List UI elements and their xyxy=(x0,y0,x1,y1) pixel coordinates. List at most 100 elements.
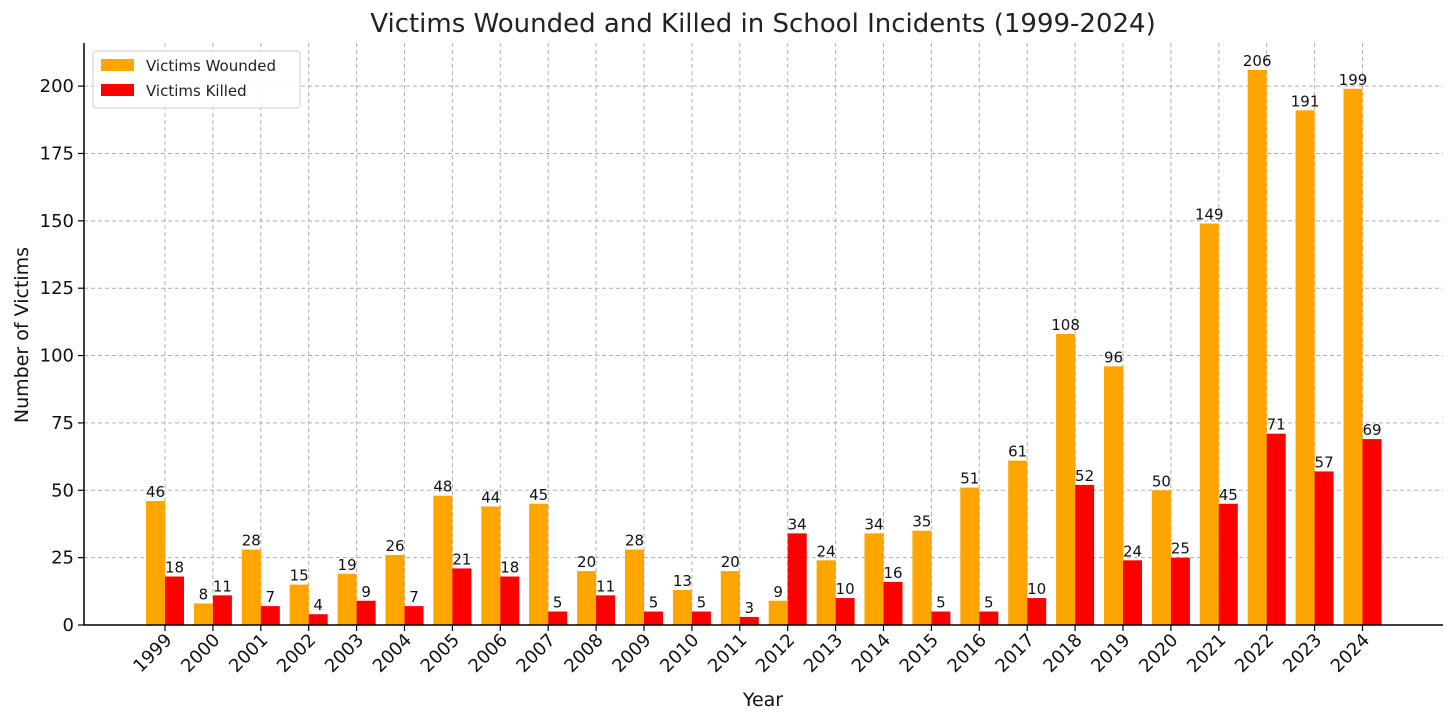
bar-killed xyxy=(260,606,280,625)
bar-wounded xyxy=(1343,88,1363,626)
bar-label-killed: 5 xyxy=(649,594,659,612)
bar-killed xyxy=(787,533,807,625)
bar-killed xyxy=(308,614,328,625)
bar-label-killed: 34 xyxy=(788,515,807,533)
bar-wounded xyxy=(960,487,980,625)
bar-label-wounded: 51 xyxy=(960,470,979,488)
bar-wounded xyxy=(864,533,884,625)
bar-killed xyxy=(644,611,663,625)
legend: Victims Wounded Victims Killed xyxy=(92,50,301,109)
bar-label-killed: 69 xyxy=(1362,421,1381,439)
bar-label-killed: 10 xyxy=(836,580,855,598)
x-tick-label: 2016 xyxy=(944,630,991,677)
bar-label-killed: 5 xyxy=(936,594,946,612)
bar-killed xyxy=(452,568,472,625)
bar-label-wounded: 48 xyxy=(433,478,452,496)
y-tick-label: 150 xyxy=(40,211,74,232)
bar-killed xyxy=(883,581,903,625)
y-tick-label: 0 xyxy=(63,615,74,636)
bar-label-wounded: 149 xyxy=(1195,206,1224,224)
bar-wounded xyxy=(1247,69,1267,625)
bar-killed xyxy=(1027,598,1047,625)
bar-label-wounded: 26 xyxy=(385,537,404,555)
bar-wounded xyxy=(241,549,261,625)
bar-label-wounded: 35 xyxy=(912,513,931,531)
bar-wounded xyxy=(1295,110,1315,626)
bar-killed xyxy=(1314,471,1334,625)
bar-killed xyxy=(979,611,999,625)
bar-label-wounded: 50 xyxy=(1152,472,1171,490)
x-tick-label: 2000 xyxy=(177,630,224,677)
bar-label-wounded: 28 xyxy=(242,532,261,550)
x-tick-label: 2008 xyxy=(560,630,607,677)
bar-wounded xyxy=(1056,334,1076,625)
x-tick-label: 2022 xyxy=(1231,630,1278,677)
bar-label-wounded: 19 xyxy=(338,556,357,574)
bar-wounded xyxy=(433,495,453,625)
bar-label-wounded: 20 xyxy=(721,553,740,571)
y-axis-label: Number of Victims xyxy=(11,247,33,423)
bar-killed xyxy=(931,611,951,625)
bar-label-killed: 7 xyxy=(266,588,276,606)
bar-label-killed: 71 xyxy=(1267,416,1286,434)
bar-label-wounded: 206 xyxy=(1243,52,1272,70)
bars xyxy=(146,69,1382,626)
bar-label-wounded: 9 xyxy=(773,583,783,601)
bar-killed xyxy=(1075,484,1095,625)
x-tick-label: 2011 xyxy=(704,630,751,677)
bar-label-wounded: 46 xyxy=(146,483,165,501)
x-tick-label: 2014 xyxy=(848,630,895,677)
bar-label-killed: 3 xyxy=(745,599,755,617)
bar-label-killed: 10 xyxy=(1027,580,1046,598)
legend-label: Victims Wounded xyxy=(146,57,276,75)
bar-wounded xyxy=(529,503,549,625)
x-tick-label: 2005 xyxy=(417,630,464,677)
chart-title: Victims Wounded and Killed in School Inc… xyxy=(370,9,1155,39)
legend-swatch xyxy=(101,84,134,96)
bar-label-wounded: 199 xyxy=(1339,71,1368,89)
bar-label-killed: 5 xyxy=(553,594,563,612)
bar-wounded xyxy=(1151,490,1171,625)
bar-label-wounded: 191 xyxy=(1291,92,1320,110)
x-tick-label: 2001 xyxy=(225,630,272,677)
bar-label-wounded: 20 xyxy=(577,553,596,571)
y-tick-label: 125 xyxy=(40,278,74,299)
x-tick-label: 1999 xyxy=(129,630,176,677)
x-tick-label: 2019 xyxy=(1087,630,1134,677)
x-tick-label: 2006 xyxy=(465,630,512,677)
bar-wounded xyxy=(577,571,597,625)
y-tick-label: 175 xyxy=(40,143,74,164)
bar-wounded xyxy=(816,560,836,625)
bar-wounded xyxy=(289,584,309,625)
x-tick-label: 2017 xyxy=(991,630,1038,677)
bar-wounded xyxy=(720,571,740,625)
bar-label-wounded: 96 xyxy=(1104,348,1123,366)
bar-wounded xyxy=(1199,223,1219,625)
bar-label-killed: 5 xyxy=(984,594,994,612)
x-tick-label: 2010 xyxy=(656,630,703,677)
x-tick-label: 2018 xyxy=(1039,630,1086,677)
bar-killed xyxy=(1218,503,1238,625)
x-tick-label: 2024 xyxy=(1327,630,1374,677)
y-tick-label: 50 xyxy=(51,480,74,501)
x-tick-label: 2021 xyxy=(1183,630,1230,677)
bar-killed xyxy=(1362,439,1382,625)
axes xyxy=(78,43,1443,631)
legend-label: Victims Killed xyxy=(146,82,247,100)
y-tick-label: 75 xyxy=(51,413,74,434)
bar-label-killed: 11 xyxy=(596,577,615,595)
bar-label-wounded: 34 xyxy=(864,515,883,533)
bar-wounded xyxy=(625,549,644,625)
bar-wounded xyxy=(768,600,788,625)
bar-label-killed: 11 xyxy=(213,577,232,595)
x-tick-label: 2004 xyxy=(369,630,416,677)
bar-label-wounded: 45 xyxy=(529,486,548,504)
x-tick-label: 2009 xyxy=(608,630,655,677)
bar-killed xyxy=(404,606,424,625)
legend-swatch xyxy=(101,59,134,71)
bar-wounded xyxy=(481,506,501,625)
bar-label-wounded: 28 xyxy=(625,532,644,550)
bar-label-wounded: 13 xyxy=(673,572,692,590)
bar-killed xyxy=(212,595,232,625)
